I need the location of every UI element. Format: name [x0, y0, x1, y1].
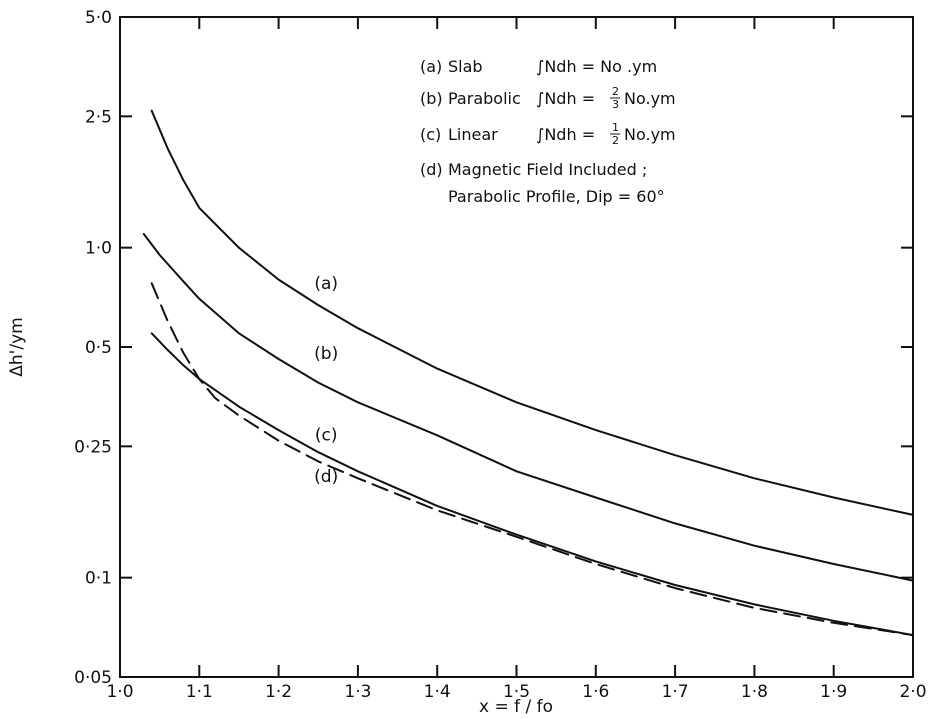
legend-entry-c-name: Linear [448, 125, 498, 144]
curve-label: (c) [315, 426, 338, 446]
series-line-d [150, 282, 914, 637]
x-tick-label: 1·2 [265, 682, 292, 702]
x-tick-label: 1·7 [662, 682, 689, 702]
legend-entry-c-frac-den: 2 [612, 134, 619, 147]
y-tick-label: 1·0 [85, 239, 112, 259]
legend-entry-b-frac-num: 2 [612, 85, 619, 98]
y-tick-label: 0·05 [74, 668, 112, 688]
legend-entry-c-frac-num: 1 [612, 121, 619, 134]
legend-entry-a-formula: ∫Ndh = No .ym [536, 57, 657, 76]
curves [142, 109, 914, 637]
x-axis-title: x = f / fo [479, 697, 553, 717]
legend-entry-b-name: Parabolic [448, 89, 521, 108]
legend-entry-c-id: (c) [420, 125, 441, 144]
curve-label: (a) [314, 274, 338, 294]
y-tick-label: 0·5 [85, 338, 112, 358]
x-tick-label: 1·5 [503, 682, 530, 702]
legend-entry-d-name: Magnetic Field Included ; [448, 160, 647, 179]
y-tick-label: 0·1 [85, 569, 112, 589]
x-tick-label: 1·3 [344, 682, 371, 702]
y-tick-label: 5·0 [85, 8, 112, 28]
legend-entry-b-formula-prefix: ∫Ndh = [536, 89, 595, 108]
x-tick-label: 2·0 [899, 682, 926, 702]
y-tick-label: 0·25 [74, 437, 112, 457]
x-tick-label: 1·9 [820, 682, 847, 702]
legend-entry-b-id: (b) [420, 89, 443, 108]
series-line-b [142, 233, 914, 582]
curve-label: (d) [314, 467, 338, 487]
legend-entry-a-name: Slab [448, 57, 483, 76]
legend-entry-b-frac-den: 3 [612, 98, 619, 111]
legend-entry-d-id: (d) [420, 160, 443, 179]
series-line-a [150, 109, 914, 516]
plot-frame [119, 16, 914, 678]
legend-entry-a-id: (a) [420, 57, 442, 76]
x-tick-label: 1·6 [582, 682, 609, 702]
y-tick-label: 2·5 [85, 107, 112, 127]
legend-entry-c-formula-suffix: No.ym [624, 125, 676, 144]
curve-label: (b) [314, 344, 338, 364]
curve-labels: (a) (b) (c) (d) [314, 274, 338, 487]
legend: (a) Slab ∫Ndh = No .ym (b) Parabolic ∫Nd… [420, 57, 676, 206]
x-tick-label: 1·4 [424, 682, 451, 702]
y-axis-title: Δh'/ym [7, 317, 27, 376]
legend-entry-c-formula-prefix: ∫Ndh = [536, 125, 595, 144]
x-tick-label: 1·1 [186, 682, 213, 702]
x-tick-label: 1·8 [741, 682, 768, 702]
x-tick-label: 1·0 [106, 682, 133, 702]
legend-entry-b-formula-suffix: No.ym [624, 89, 676, 108]
ticks: 1·0 1·1 1·2 1·3 1·4 1·5 1·6 1·7 1·8 1·9 2·0 5·0 2·5 1… [74, 8, 926, 702]
legend-entry-d-line2: Parabolic Profile, Dip = 60° [448, 187, 665, 206]
series-line-c [150, 332, 914, 637]
